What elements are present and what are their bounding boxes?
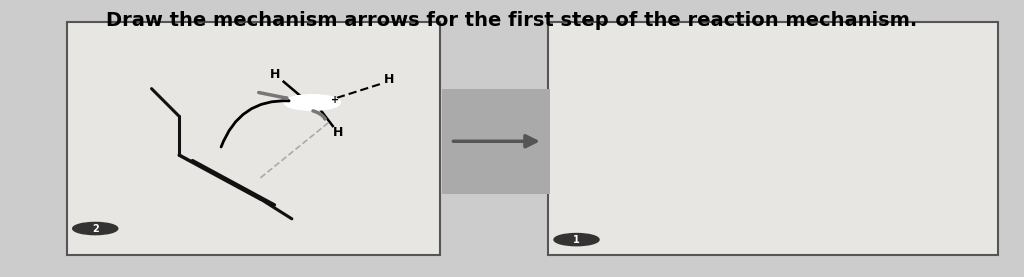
Circle shape (73, 222, 118, 235)
FancyArrowPatch shape (259, 93, 287, 98)
Text: 1: 1 (573, 235, 580, 245)
Circle shape (285, 95, 340, 110)
Text: Draw the mechanism arrows for the first step of the reaction mechanism.: Draw the mechanism arrows for the first … (106, 11, 918, 30)
Text: H: H (384, 73, 394, 86)
Text: +: + (331, 95, 339, 105)
Bar (442, 89, 550, 194)
Text: 2: 2 (92, 224, 98, 234)
Text: H: H (333, 127, 343, 139)
Circle shape (554, 234, 599, 246)
FancyBboxPatch shape (67, 22, 440, 255)
FancyArrowPatch shape (221, 101, 289, 147)
Text: H: H (270, 68, 281, 81)
FancyBboxPatch shape (548, 22, 998, 255)
FancyArrowPatch shape (313, 111, 325, 119)
